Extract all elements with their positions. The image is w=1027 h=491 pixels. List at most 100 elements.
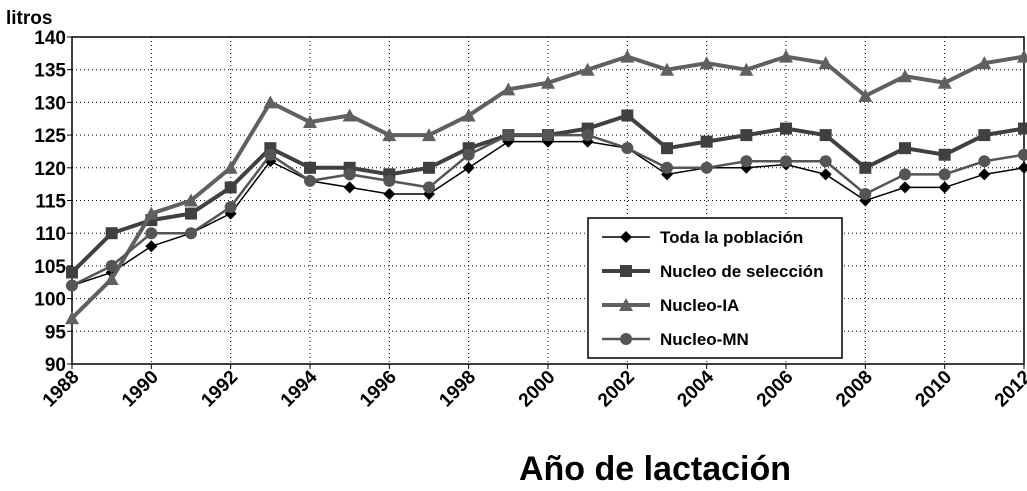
marker <box>780 122 792 135</box>
marker <box>619 298 633 311</box>
marker <box>423 161 435 174</box>
marker <box>620 49 635 63</box>
marker <box>105 227 118 240</box>
marker <box>105 259 118 272</box>
marker <box>661 161 673 174</box>
marker <box>462 161 475 174</box>
marker <box>501 82 516 96</box>
y-tick-label: 105 <box>34 257 66 278</box>
marker <box>938 181 951 194</box>
y-tick-label: 135 <box>34 61 66 82</box>
marker <box>978 129 991 142</box>
y-tick-label: 125 <box>34 126 66 147</box>
y-tick-label: 115 <box>35 192 66 213</box>
marker <box>343 168 356 181</box>
x-tick-label: 2008 <box>832 367 877 412</box>
legend-label: Nucleo-MN <box>660 330 749 349</box>
marker <box>264 148 277 161</box>
marker <box>859 161 872 174</box>
legend-label: Nucleo de selección <box>660 262 823 281</box>
marker <box>700 135 713 148</box>
marker <box>304 161 316 174</box>
y-tick-label: 110 <box>35 224 66 245</box>
marker <box>899 142 911 155</box>
marker <box>223 160 238 174</box>
x-tick-label: 1994 <box>277 366 322 411</box>
marker <box>819 168 832 181</box>
marker <box>899 168 911 181</box>
x-tick-label: 1990 <box>118 367 163 412</box>
marker <box>224 181 237 194</box>
marker <box>65 311 79 325</box>
marker <box>620 231 632 243</box>
x-tick-label: 2006 <box>753 367 798 412</box>
marker <box>184 193 198 207</box>
marker <box>819 155 832 168</box>
marker <box>858 88 873 102</box>
y-axis-label: litros <box>6 8 52 29</box>
marker <box>383 174 396 187</box>
marker <box>462 148 475 161</box>
marker <box>938 148 951 161</box>
marker <box>461 108 476 122</box>
marker <box>1017 49 1027 63</box>
x-tick-label: 2002 <box>594 367 639 412</box>
marker <box>382 128 397 142</box>
plot-border <box>71 36 1025 365</box>
marker <box>185 227 197 240</box>
y-tick-label: 140 <box>34 28 66 49</box>
y-tick-label: 95 <box>45 322 67 343</box>
legend-label: Toda la población <box>660 228 803 247</box>
marker <box>740 155 753 168</box>
marker <box>542 129 554 142</box>
marker <box>978 155 991 168</box>
marker <box>145 227 158 240</box>
marker <box>739 62 754 76</box>
marker <box>977 56 992 70</box>
marker <box>898 69 912 83</box>
marker <box>1018 122 1027 135</box>
marker <box>342 108 357 122</box>
y-tick-label: 130 <box>34 93 66 114</box>
x-tick-label: 2000 <box>515 367 560 412</box>
legend: Toda la población Nucleo de selección Nucl… <box>587 217 843 359</box>
marker <box>859 187 872 200</box>
marker <box>502 129 515 142</box>
legend-label: Nucleo-IA <box>660 296 739 315</box>
y-tick-label: 100 <box>34 290 66 311</box>
marker <box>422 128 436 142</box>
marker <box>661 142 673 155</box>
x-tick-label: 2004 <box>673 366 718 411</box>
marker <box>1018 161 1027 174</box>
marker <box>303 115 317 129</box>
marker <box>740 129 753 142</box>
x-axis-label: Año de lactación <box>519 450 791 488</box>
x-tick-label: 2012 <box>991 367 1027 412</box>
marker <box>938 168 951 181</box>
marker <box>263 95 278 109</box>
marker <box>580 62 595 76</box>
marker <box>185 207 197 220</box>
x-tick-label: 1996 <box>356 367 401 412</box>
marker <box>780 155 792 168</box>
marker <box>621 142 634 155</box>
x-tick-label: 1992 <box>197 367 242 412</box>
marker <box>144 206 159 220</box>
marker <box>819 129 832 142</box>
marker <box>383 187 396 200</box>
marker <box>1018 148 1027 161</box>
marker <box>700 161 713 174</box>
marker <box>779 49 793 63</box>
marker <box>699 56 714 70</box>
marker <box>304 174 316 187</box>
y-tick-label: 90 <box>45 355 66 376</box>
marker <box>621 109 634 122</box>
marker <box>343 181 356 194</box>
marker <box>66 279 78 292</box>
x-tick-label: 2010 <box>911 367 956 412</box>
marker <box>620 265 632 277</box>
marker <box>978 168 991 181</box>
marker <box>937 75 952 89</box>
marker <box>423 181 435 194</box>
